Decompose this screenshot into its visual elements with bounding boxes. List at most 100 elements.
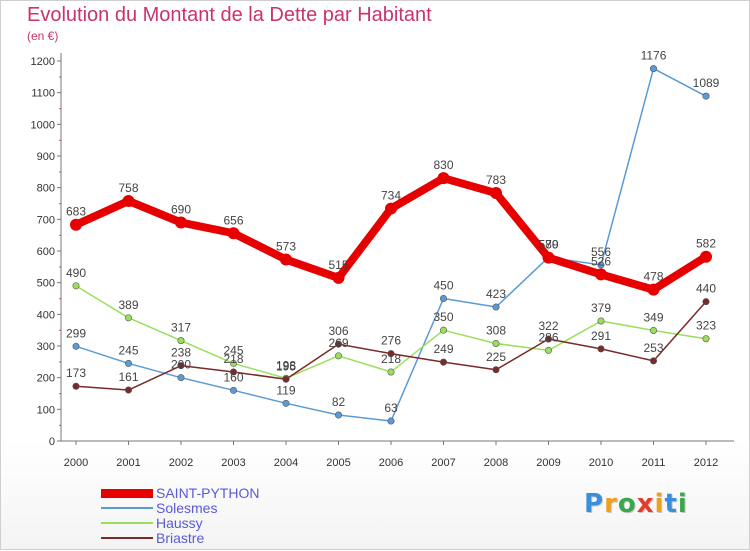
data-label: 63: [384, 401, 398, 415]
data-label: 160: [223, 370, 243, 384]
data-label: 440: [696, 282, 716, 296]
logo-letter: r: [604, 489, 618, 519]
data-label: 783: [486, 173, 506, 187]
data-point: [72, 282, 80, 290]
data-label: 556: [591, 245, 611, 259]
data-label: 218: [381, 352, 401, 366]
data-point: [125, 386, 133, 394]
data-point: [702, 92, 710, 100]
data-point: [492, 366, 500, 374]
logo-letter: i: [654, 489, 665, 519]
data-label: 423: [486, 287, 506, 301]
data-point: [437, 172, 450, 185]
data-label: 195: [276, 359, 296, 373]
data-point: [595, 268, 607, 281]
data-point: [282, 399, 290, 407]
data-label: 173: [66, 366, 86, 380]
y-tick-label: 1200: [31, 56, 55, 68]
legend-swatch: [101, 489, 153, 498]
y-tick-label: 500: [37, 278, 55, 290]
data-point: [597, 345, 605, 353]
data-label: 450: [433, 279, 453, 293]
data-point: [332, 271, 345, 284]
x-tick-label: 2007: [431, 457, 455, 469]
data-point: [439, 358, 447, 366]
data-point: [597, 317, 605, 325]
data-point: [702, 298, 710, 306]
data-point: [490, 187, 502, 200]
data-point: [385, 202, 397, 215]
x-tick-label: 2002: [169, 457, 193, 469]
y-tick-label: 100: [37, 404, 55, 416]
data-point: [70, 218, 82, 231]
logo-letter: x: [636, 489, 655, 519]
data-label: 322: [538, 319, 558, 333]
data-label: 349: [643, 310, 663, 324]
data-point: [387, 350, 395, 358]
data-point: [439, 294, 447, 302]
x-tick-label: 2000: [64, 457, 88, 469]
data-point: [544, 346, 552, 354]
data-label: 582: [696, 237, 716, 251]
legend-label: Haussy: [156, 515, 203, 531]
y-tick-label: 700: [37, 214, 55, 226]
data-point: [492, 339, 500, 347]
legend-swatch: [101, 537, 153, 539]
data-label: 161: [118, 370, 138, 384]
data-point: [647, 283, 660, 296]
y-tick-label: 0: [49, 436, 55, 448]
data-label: 286: [538, 330, 558, 344]
data-label: 1089: [693, 76, 720, 90]
data-point: [282, 375, 290, 383]
logo-letter: i: [677, 489, 688, 519]
data-point: [177, 337, 185, 345]
logo-letter: t: [664, 489, 678, 519]
data-label: 200: [171, 358, 191, 372]
data-label: 276: [381, 334, 401, 348]
data-label: 225: [486, 350, 506, 364]
x-tick-label: 2008: [484, 457, 508, 469]
data-point: [700, 250, 712, 263]
logo-letter: P: [584, 489, 605, 519]
data-point: [492, 303, 500, 311]
data-label: 82: [332, 395, 346, 409]
legend-swatch: [101, 522, 153, 524]
data-label: 269: [328, 336, 348, 350]
data-label: 515: [328, 258, 348, 272]
data-label: 379: [591, 301, 611, 315]
data-point: [649, 357, 657, 365]
data-label: 690: [171, 203, 191, 217]
y-tick-label: 400: [37, 309, 55, 321]
data-label: 734: [381, 189, 401, 203]
x-tick-label: 2011: [642, 457, 666, 469]
data-point: [387, 368, 395, 376]
data-label: 218: [223, 352, 243, 366]
x-tick-label: 2003: [221, 457, 245, 469]
data-point: [72, 342, 80, 350]
data-label: 478: [643, 270, 663, 284]
data-label: 245: [118, 343, 138, 357]
data-label: 830: [433, 158, 453, 172]
y-tick-label: 1000: [31, 119, 55, 131]
logo-letter: o: [617, 489, 637, 519]
data-point: [544, 335, 552, 343]
data-label: 656: [223, 213, 243, 227]
data-label: 579: [538, 238, 558, 252]
legend-label: Solesmes: [156, 500, 218, 516]
data-label: 490: [66, 266, 86, 280]
data-point: [122, 194, 135, 207]
data-label: 1176: [641, 49, 667, 63]
data-label: 253: [643, 341, 663, 355]
data-point: [280, 253, 292, 266]
x-tick-label: 2009: [536, 457, 560, 469]
data-point: [177, 374, 185, 382]
data-point: [702, 335, 710, 343]
data-point: [230, 368, 238, 376]
y-tick-label: 200: [37, 373, 55, 385]
data-label: 306: [328, 324, 348, 338]
x-tick-label: 2005: [326, 457, 350, 469]
proxiti-logo: Proxiti: [584, 489, 688, 519]
data-point: [227, 227, 240, 240]
